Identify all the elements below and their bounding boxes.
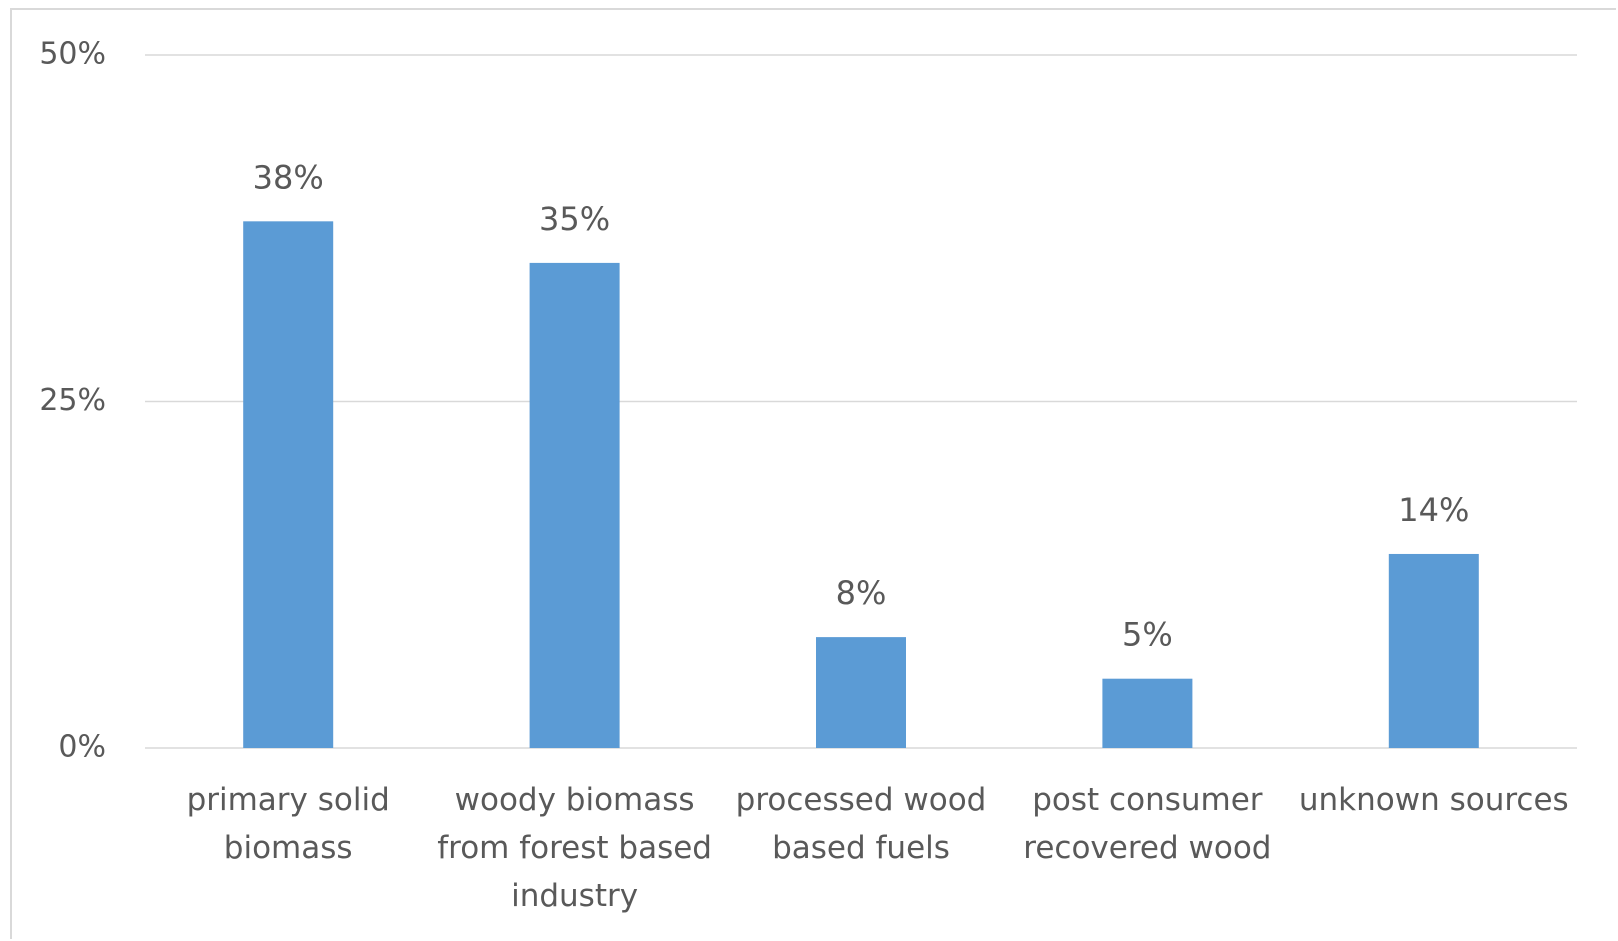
y-tick-label: 0% <box>58 730 106 765</box>
bar <box>243 221 334 748</box>
x-tick-label: woody biomass from forest based industry <box>437 782 712 914</box>
x-tick-label: primary solid biomass <box>186 782 390 866</box>
x-tick-label: unknown sources <box>1298 782 1569 818</box>
x-tick-label: processed wood based fuels <box>735 782 987 866</box>
bar <box>529 262 620 748</box>
bar <box>816 637 906 748</box>
bar <box>1102 678 1193 748</box>
y-tick-label: 50% <box>39 37 106 72</box>
value-label: 35% <box>539 200 610 238</box>
value-label: 14% <box>1398 491 1469 529</box>
x-tick-label: post consumer recovered wood <box>1023 782 1272 866</box>
y-tick-label: 25% <box>39 383 106 418</box>
chart-frame <box>10 8 1616 939</box>
value-label: 8% <box>836 574 887 612</box>
value-label: 38% <box>253 158 324 196</box>
bar <box>1388 553 1479 748</box>
value-label: 5% <box>1122 616 1173 654</box>
